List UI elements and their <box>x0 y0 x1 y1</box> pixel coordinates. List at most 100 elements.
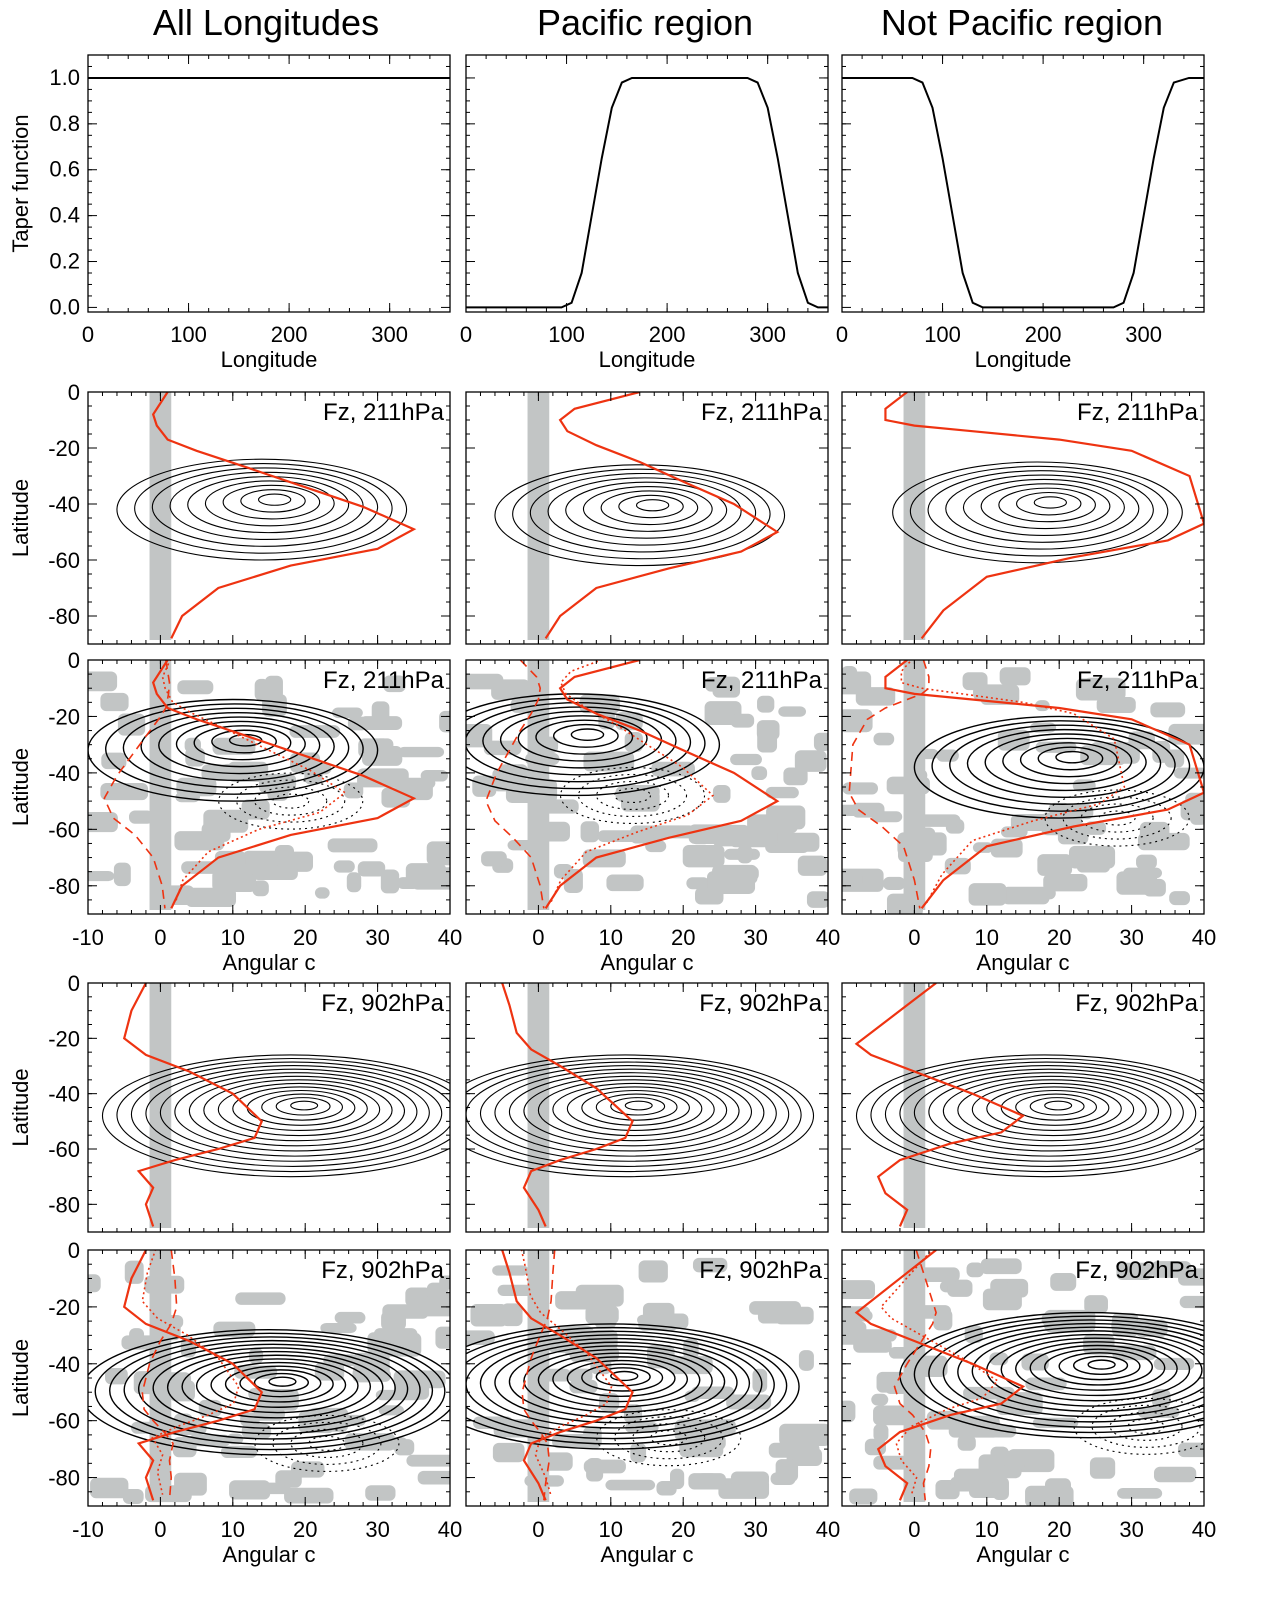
contour-line <box>928 1072 1172 1152</box>
red-curve-dashed <box>103 660 171 909</box>
panel-2-2: Fz, 211hPa 0 10 20 30 40 Angular c <box>841 659 1216 975</box>
shade-patch <box>733 1477 759 1492</box>
zero-band <box>903 983 926 1228</box>
panel-1-0: Fz, 211hPa 0 -20 -40 -60 -80 Latitude <box>8 380 451 645</box>
shade-patch <box>1025 1485 1074 1506</box>
zero-band <box>149 392 172 640</box>
shade-patch <box>842 1306 871 1318</box>
panel-frame <box>465 1249 829 1507</box>
x-tick-label: 30 <box>365 1517 389 1542</box>
shade-patch <box>382 1304 429 1319</box>
x-axis-label: Angular c <box>601 1542 694 1567</box>
shade-patch <box>1021 1353 1049 1371</box>
shade-patch <box>767 832 820 852</box>
contour-line <box>552 1356 689 1403</box>
shade-patch <box>1173 767 1204 779</box>
shade-patch <box>873 1423 889 1442</box>
shade-patch <box>1153 1466 1197 1483</box>
shade-patch <box>177 680 214 695</box>
red-curve-dashed <box>848 660 930 909</box>
contour-line <box>1055 750 1089 764</box>
red-curve <box>854 1250 1026 1501</box>
plot-area <box>88 1250 450 1504</box>
panel-frame <box>87 391 451 645</box>
shade-patch <box>966 1262 984 1278</box>
shade-patch <box>314 887 330 899</box>
shade-patch <box>1084 821 1107 835</box>
zero-band <box>903 660 926 910</box>
contour-line <box>566 1086 703 1131</box>
negative-contour <box>1044 789 1190 847</box>
red-curve <box>501 1250 634 1501</box>
red-curve <box>884 392 1204 640</box>
plot-area <box>466 660 828 910</box>
negative-contour <box>254 1414 400 1472</box>
shade-patch <box>778 706 807 717</box>
contour-line <box>537 1079 728 1142</box>
panel-annotation: Fz, 902hPa <box>321 1257 444 1284</box>
contour-line <box>466 693 721 797</box>
shade-patch <box>712 676 741 698</box>
shade-patch <box>712 866 759 881</box>
x-tick-label: 20 <box>1047 925 1071 950</box>
contour-line <box>966 728 1162 799</box>
shade-patch <box>813 732 828 751</box>
shade-patch <box>726 1394 772 1410</box>
panel-frame <box>841 391 1205 645</box>
contour-line <box>535 719 634 755</box>
y-tick-label: -60 <box>48 1409 80 1434</box>
contour-line <box>123 1339 421 1440</box>
x-tick-label: -10 <box>72 1517 104 1542</box>
plot-area <box>494 392 786 640</box>
x-axis-label: Angular c <box>977 1542 1070 1567</box>
shade-patch <box>320 1322 357 1334</box>
shade-patch <box>871 1393 889 1406</box>
shade-patch <box>919 1355 948 1377</box>
y-tick-label: -40 <box>48 492 80 517</box>
shade-patch <box>90 1477 129 1499</box>
contour-line <box>581 1089 690 1126</box>
panel-annotation: Fz, 902hPa <box>699 990 822 1017</box>
contour-line <box>239 1369 322 1398</box>
shade-patch <box>1169 891 1190 906</box>
x-tick-label: 40 <box>438 1517 462 1542</box>
plot-area <box>116 392 417 640</box>
x-tick-label: 0 <box>532 925 544 950</box>
panel-4-2: Fz, 902hPa 0 10 20 30 40 Angular c <box>841 1249 1216 1567</box>
shade-patch <box>497 679 530 701</box>
shade-patch <box>751 766 768 781</box>
shade-patch <box>864 1438 886 1456</box>
shade-patch <box>174 1472 207 1496</box>
panel-2-0: Fz, 211hPa 0 -20 -40 -60 -80 -10 0 10 20 30 40 Angul… <box>8 648 462 975</box>
shade-patch <box>1043 873 1088 892</box>
x-tick-label: 0 <box>908 925 920 950</box>
contour-line <box>1058 1352 1141 1381</box>
contour-line <box>116 458 408 561</box>
contour-line <box>140 711 335 782</box>
shade-patch <box>968 883 1007 906</box>
contour-line <box>980 483 1111 530</box>
panel-4-0: Fz, 902hPa 0 -20 -40 -60 -80 -10 0 10 20 30 40 Angul… <box>8 1238 462 1567</box>
shade-patch <box>1096 697 1136 713</box>
contour-line <box>1000 1337 1191 1402</box>
taper-line <box>842 76 1204 309</box>
panel-frame <box>465 982 829 1233</box>
contour-line <box>494 1068 765 1157</box>
red-curve <box>501 983 634 1227</box>
shade-patch <box>686 877 710 890</box>
y-tick-label: -40 <box>48 1082 80 1107</box>
shade-patch <box>842 782 879 795</box>
contour-line <box>1015 1341 1178 1397</box>
shade-patch <box>598 709 615 730</box>
negative-contour <box>272 793 310 809</box>
shade-patch <box>768 1442 820 1458</box>
contour-line <box>494 1341 738 1424</box>
red-curve <box>854 983 1026 1227</box>
shade-patch <box>241 799 270 820</box>
shade-patch <box>688 1473 726 1490</box>
x-tick-label: 200 <box>1025 322 1062 347</box>
shade-patch <box>217 864 254 878</box>
x-tick-label: 40 <box>1192 925 1216 950</box>
panel-frame <box>841 659 1205 915</box>
shade-patch <box>947 1279 973 1297</box>
